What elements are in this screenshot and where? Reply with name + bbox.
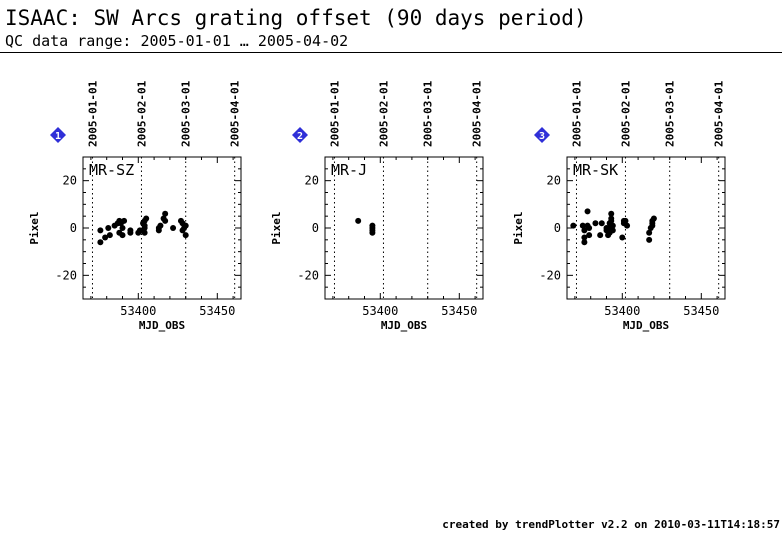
- data-point: [624, 222, 631, 229]
- x-tick-label: 53400: [362, 304, 398, 318]
- data-point: [597, 232, 604, 239]
- y-axis-title: Pixel: [270, 211, 283, 244]
- data-point: [182, 232, 189, 239]
- data-point: [119, 232, 126, 239]
- x-tick-label: 53450: [441, 304, 477, 318]
- data-point: [609, 222, 616, 229]
- x-tick-label: 53400: [120, 304, 156, 318]
- y-tick-label: 0: [70, 221, 77, 235]
- x-axis-title: MJD_OBS: [623, 319, 669, 332]
- data-point: [102, 234, 109, 241]
- date-label: 2005-04-01: [713, 80, 726, 147]
- data-point: [127, 229, 134, 236]
- y-tick-label: -20: [55, 268, 77, 282]
- date-label: 2005-02-01: [135, 80, 148, 147]
- x-tick-label: 53450: [199, 304, 235, 318]
- data-point: [609, 227, 616, 234]
- date-label: 2005-03-01: [664, 80, 677, 147]
- series-label: MR-SK: [573, 161, 618, 179]
- date-label: 2005-02-01: [377, 80, 390, 147]
- data-point: [143, 215, 150, 222]
- y-tick-label: 20: [547, 174, 561, 188]
- page-title: ISAAC: SW Arcs grating offset (90 days p…: [5, 6, 587, 30]
- data-point: [162, 210, 169, 217]
- panel-number-marker: [292, 127, 308, 143]
- data-point: [581, 227, 588, 234]
- data-point: [105, 225, 112, 231]
- data-point: [581, 234, 588, 241]
- date-label: 2005-02-01: [619, 80, 632, 147]
- header-divider: [0, 52, 782, 53]
- data-point: [170, 225, 177, 231]
- data-point: [141, 229, 148, 236]
- data-point: [355, 217, 362, 224]
- data-point: [646, 229, 653, 236]
- y-tick-label: -20: [539, 268, 561, 282]
- data-point: [182, 222, 189, 229]
- data-point: [619, 234, 626, 241]
- x-tick-label: 53400: [604, 304, 640, 318]
- y-tick-label: 20: [305, 174, 319, 188]
- data-point: [369, 222, 376, 229]
- y-axis-title: Pixel: [28, 211, 41, 244]
- chart-panel-2: 2005-01-01 2005-02-01 2005-03-01 2005-04-01…: [270, 80, 484, 332]
- date-label: 2005-03-01: [180, 80, 193, 147]
- y-axis-title: Pixel: [512, 211, 525, 244]
- date-label: 2005-01-01: [570, 80, 583, 147]
- footer-credit: created by trendPlotter v2.2 on 2010-03-…: [442, 518, 780, 531]
- data-point: [162, 217, 169, 224]
- data-point: [121, 217, 128, 224]
- y-tick-label: 0: [312, 221, 319, 235]
- data-point: [608, 215, 615, 222]
- date-label: 2005-04-01: [229, 80, 242, 147]
- panel-number: 1: [55, 131, 61, 142]
- x-axis-title: MJD_OBS: [139, 319, 185, 332]
- data-point: [369, 229, 376, 236]
- data-point: [608, 210, 615, 217]
- data-point: [592, 220, 599, 227]
- data-point: [97, 227, 104, 234]
- x-tick-label: 53450: [683, 304, 719, 318]
- data-point: [581, 239, 588, 246]
- data-point: [622, 217, 629, 224]
- data-range-subtitle: QC data range: 2005-01-01 … 2005-04-02: [5, 32, 349, 50]
- data-point: [119, 225, 126, 231]
- data-point: [646, 236, 653, 243]
- data-point: [650, 215, 657, 222]
- data-point: [586, 225, 593, 231]
- date-label: 2005-01-01: [328, 80, 341, 147]
- series-label: MR-J: [331, 161, 367, 179]
- y-tick-label: -20: [297, 268, 319, 282]
- chart-panel-1: 2005-01-01 2005-02-01 2005-03-01 2005-04-01…: [28, 80, 242, 332]
- y-tick-label: 20: [63, 174, 77, 188]
- data-point: [584, 208, 591, 215]
- x-axis-title: MJD_OBS: [381, 319, 427, 332]
- date-label: 2005-01-01: [86, 80, 99, 147]
- date-label: 2005-04-01: [471, 80, 484, 147]
- panel-number-marker: [534, 127, 550, 143]
- data-point: [570, 222, 577, 229]
- data-point: [106, 232, 113, 239]
- date-label: 2005-03-01: [422, 80, 435, 147]
- data-point: [155, 227, 162, 234]
- panel-number-marker: [50, 127, 66, 143]
- panel-number: 2: [297, 131, 303, 142]
- data-point: [598, 220, 605, 227]
- data-point: [579, 222, 586, 229]
- data-point: [586, 232, 593, 239]
- y-tick-label: 0: [554, 221, 561, 235]
- data-point: [141, 222, 148, 229]
- data-point: [97, 239, 104, 246]
- chart-panel-3: 2005-01-01 2005-02-01 2005-03-01 2005-04-01…: [512, 80, 726, 332]
- data-point: [157, 222, 164, 229]
- series-label: MR-SZ: [89, 161, 134, 179]
- panel-number: 3: [539, 131, 545, 142]
